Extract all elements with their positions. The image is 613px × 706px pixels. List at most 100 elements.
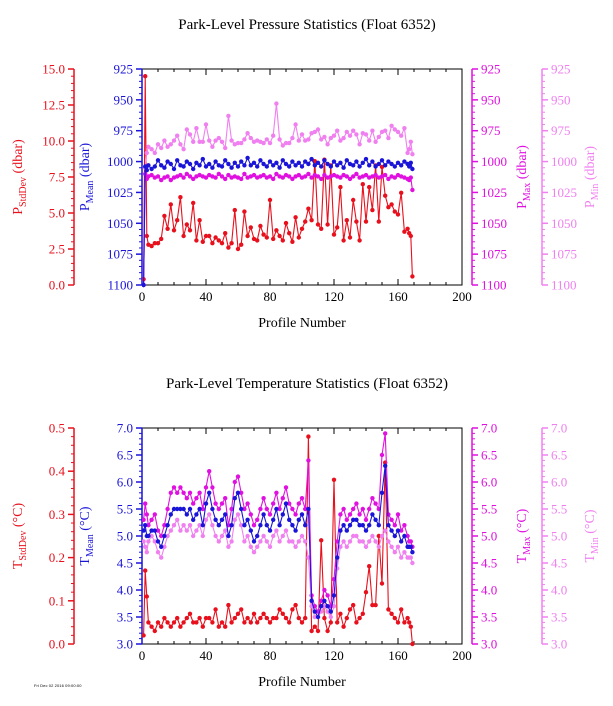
data-point-max (165, 506, 170, 512)
data-point-mean (408, 544, 413, 549)
data-point-mean (165, 523, 170, 528)
data-point-max (191, 501, 196, 506)
data-point-stddev (322, 615, 327, 621)
data-point-mean (232, 160, 237, 165)
data-point-mean (360, 523, 365, 528)
data-point-mean (194, 160, 199, 165)
data-point-max (255, 517, 260, 522)
data-point-stddev (264, 615, 269, 621)
y-tick-label-mean: 1100 (107, 278, 133, 293)
data-point-min (357, 539, 362, 544)
data-point-mean (146, 533, 151, 539)
data-point-stddev (293, 215, 298, 220)
data-point-stddev (216, 624, 221, 629)
y-tick-label-min: 975 (551, 123, 571, 138)
y-tick-label-min: 950 (551, 92, 571, 107)
data-point-min (187, 523, 193, 528)
data-point-stddev (335, 620, 340, 625)
data-point-mean (328, 609, 333, 614)
y-tick-label-max: 7.0 (481, 421, 497, 436)
data-point-max (219, 174, 225, 179)
data-point-mean (373, 517, 378, 522)
data-point-min (203, 517, 209, 522)
data-point-mean (303, 523, 308, 528)
data-point-max (152, 512, 157, 517)
data-point-stddev (363, 219, 369, 224)
y-tick-label-max: 1025 (481, 185, 507, 200)
data-point-mean (235, 490, 241, 495)
data-point-max (226, 172, 231, 178)
data-point-min (159, 145, 164, 151)
data-point-mean (399, 163, 404, 168)
data-point-stddev (242, 620, 247, 625)
data-point-max (287, 501, 292, 506)
data-point-mean (410, 166, 415, 172)
data-point-min (299, 533, 305, 539)
data-point-mean (226, 533, 231, 539)
data-point-mean (152, 528, 157, 533)
y-axis-label-min: PMin (dbar) (583, 146, 601, 209)
y-tick-label-min: 4.0 (551, 583, 567, 598)
data-point-stddev (258, 615, 263, 621)
data-point-mean (395, 160, 401, 165)
data-point-max (354, 501, 359, 506)
data-point-max (194, 496, 199, 501)
data-point-max (203, 485, 209, 490)
data-point-stddev (376, 533, 381, 539)
data-point-min (165, 144, 170, 149)
data-point-max (395, 512, 401, 517)
data-point-stddev (213, 607, 218, 612)
data-point-max (200, 506, 205, 512)
data-point-max (184, 171, 189, 177)
data-point-min (245, 131, 250, 136)
data-point-stddev (235, 246, 241, 252)
data-point-mean (283, 161, 289, 167)
data-point-mean (210, 165, 215, 170)
data-point-mean (248, 163, 253, 168)
data-point-stddev (261, 611, 266, 616)
data-point-mean (258, 158, 263, 163)
data-point-max (187, 174, 193, 179)
data-point-stddev (200, 239, 205, 244)
y-axis-label-main: P (11, 207, 26, 215)
data-point-max (146, 523, 151, 528)
data-point-min (287, 140, 292, 146)
data-point-stddev (245, 233, 250, 239)
x-tick-label: 80 (264, 289, 277, 304)
data-point-min (191, 533, 196, 539)
data-point-stddev (261, 232, 266, 237)
series-stddev (142, 434, 415, 647)
data-point-min (283, 140, 289, 146)
data-point-stddev (357, 615, 362, 621)
y-tick-label-mean: 5.0 (117, 529, 133, 544)
data-point-mean (363, 528, 369, 533)
data-point-min (347, 133, 353, 138)
data-point-stddev (370, 602, 375, 608)
y-axis-label-unit: (dbar) (11, 139, 26, 177)
data-point-max (303, 506, 308, 512)
data-point-min (351, 128, 356, 133)
data-point-mean (197, 163, 202, 168)
data-point-min (162, 544, 167, 549)
data-point-min (290, 135, 295, 141)
data-point-min (389, 123, 394, 128)
data-point-max (229, 506, 234, 512)
data-point-max (155, 528, 161, 533)
data-point-stddev (296, 615, 301, 621)
series-mean (142, 155, 415, 288)
data-point-stddev (408, 233, 413, 239)
data-point-stddev (405, 615, 410, 621)
data-point-mean (306, 161, 311, 167)
data-point-stddev (367, 184, 372, 190)
data-point-stddev (338, 184, 343, 190)
data-point-mean (203, 164, 209, 169)
data-point-min (219, 139, 225, 144)
data-point-min (405, 150, 410, 156)
data-point-mean (146, 163, 151, 168)
data-point-max (341, 506, 346, 512)
data-point-stddev (405, 226, 410, 231)
data-point-min (287, 539, 292, 544)
data-point-mean (283, 501, 289, 506)
data-point-max (223, 176, 228, 182)
data-point-min (399, 555, 404, 560)
